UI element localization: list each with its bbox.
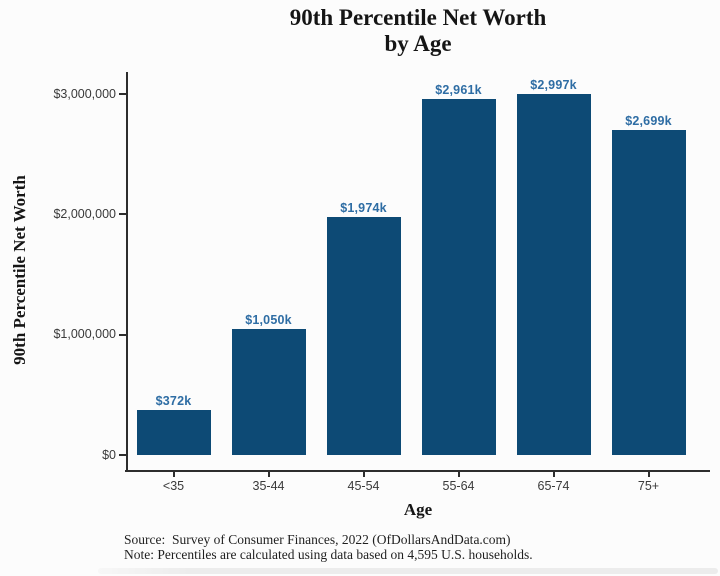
y-tick-mark (119, 93, 126, 95)
bar-value-label: $372k (155, 394, 192, 408)
x-tick-mark (267, 470, 270, 477)
bar-value-label: $2,997k (530, 78, 577, 92)
bar-65-74 (516, 94, 591, 455)
x-axis-line (125, 470, 710, 472)
y-axis-line (126, 72, 128, 471)
y-tick-label: $1,000,000 (53, 327, 116, 342)
bar-value-label: $1,974k (340, 201, 387, 215)
x-tick-mark (457, 470, 460, 477)
x-tick-mark (647, 470, 650, 477)
x-tick-label-<35: <35 (162, 479, 185, 493)
chart-title: 90th Percentile Net Worth by Age (126, 5, 710, 57)
bar-value-label: $2,961k (435, 83, 482, 97)
x-tick-label-45-54: 45-54 (347, 479, 380, 493)
x-tick-label-75+: 75+ (637, 479, 660, 493)
source-note: Source: Survey of Consumer Finances, 202… (124, 532, 511, 547)
x-tick-mark (362, 470, 365, 477)
x-axis-title: Age (403, 500, 433, 519)
bar-55-64 (421, 99, 496, 455)
y-tick-mark (119, 213, 126, 216)
bottom-edge-strip (98, 568, 718, 574)
bar-35-44 (231, 329, 306, 455)
bar-value-label: $2,699k (625, 114, 672, 128)
x-tick-label-35-44: 35-44 (252, 479, 285, 493)
bar-value-label: $1,050k (245, 313, 292, 327)
y-tick-label: $0 (102, 447, 116, 462)
x-tick-mark (172, 470, 175, 477)
chart-title-line1: 90th Percentile Net Worth (289, 5, 547, 30)
bar-75+ (611, 130, 686, 455)
x-tick-label-55-64: 55-64 (442, 479, 475, 493)
y-tick-mark (119, 454, 126, 456)
x-tick-mark (552, 470, 555, 477)
y-tick-label: $2,000,000 (53, 206, 116, 221)
bar-45-54 (326, 217, 401, 455)
y-tick-mark (119, 333, 126, 336)
y-tick-label: $3,000,000 (53, 86, 116, 101)
methodology-note: Note: Percentiles are calculated using d… (124, 547, 533, 562)
bar-<35 (136, 410, 211, 455)
x-tick-label-65-74: 65-74 (537, 479, 570, 493)
chart-title-line2: by Age (384, 31, 452, 56)
plot-area: $372k $1,050k $1,974k $2,961k $2,997k $2,699k (126, 75, 696, 455)
